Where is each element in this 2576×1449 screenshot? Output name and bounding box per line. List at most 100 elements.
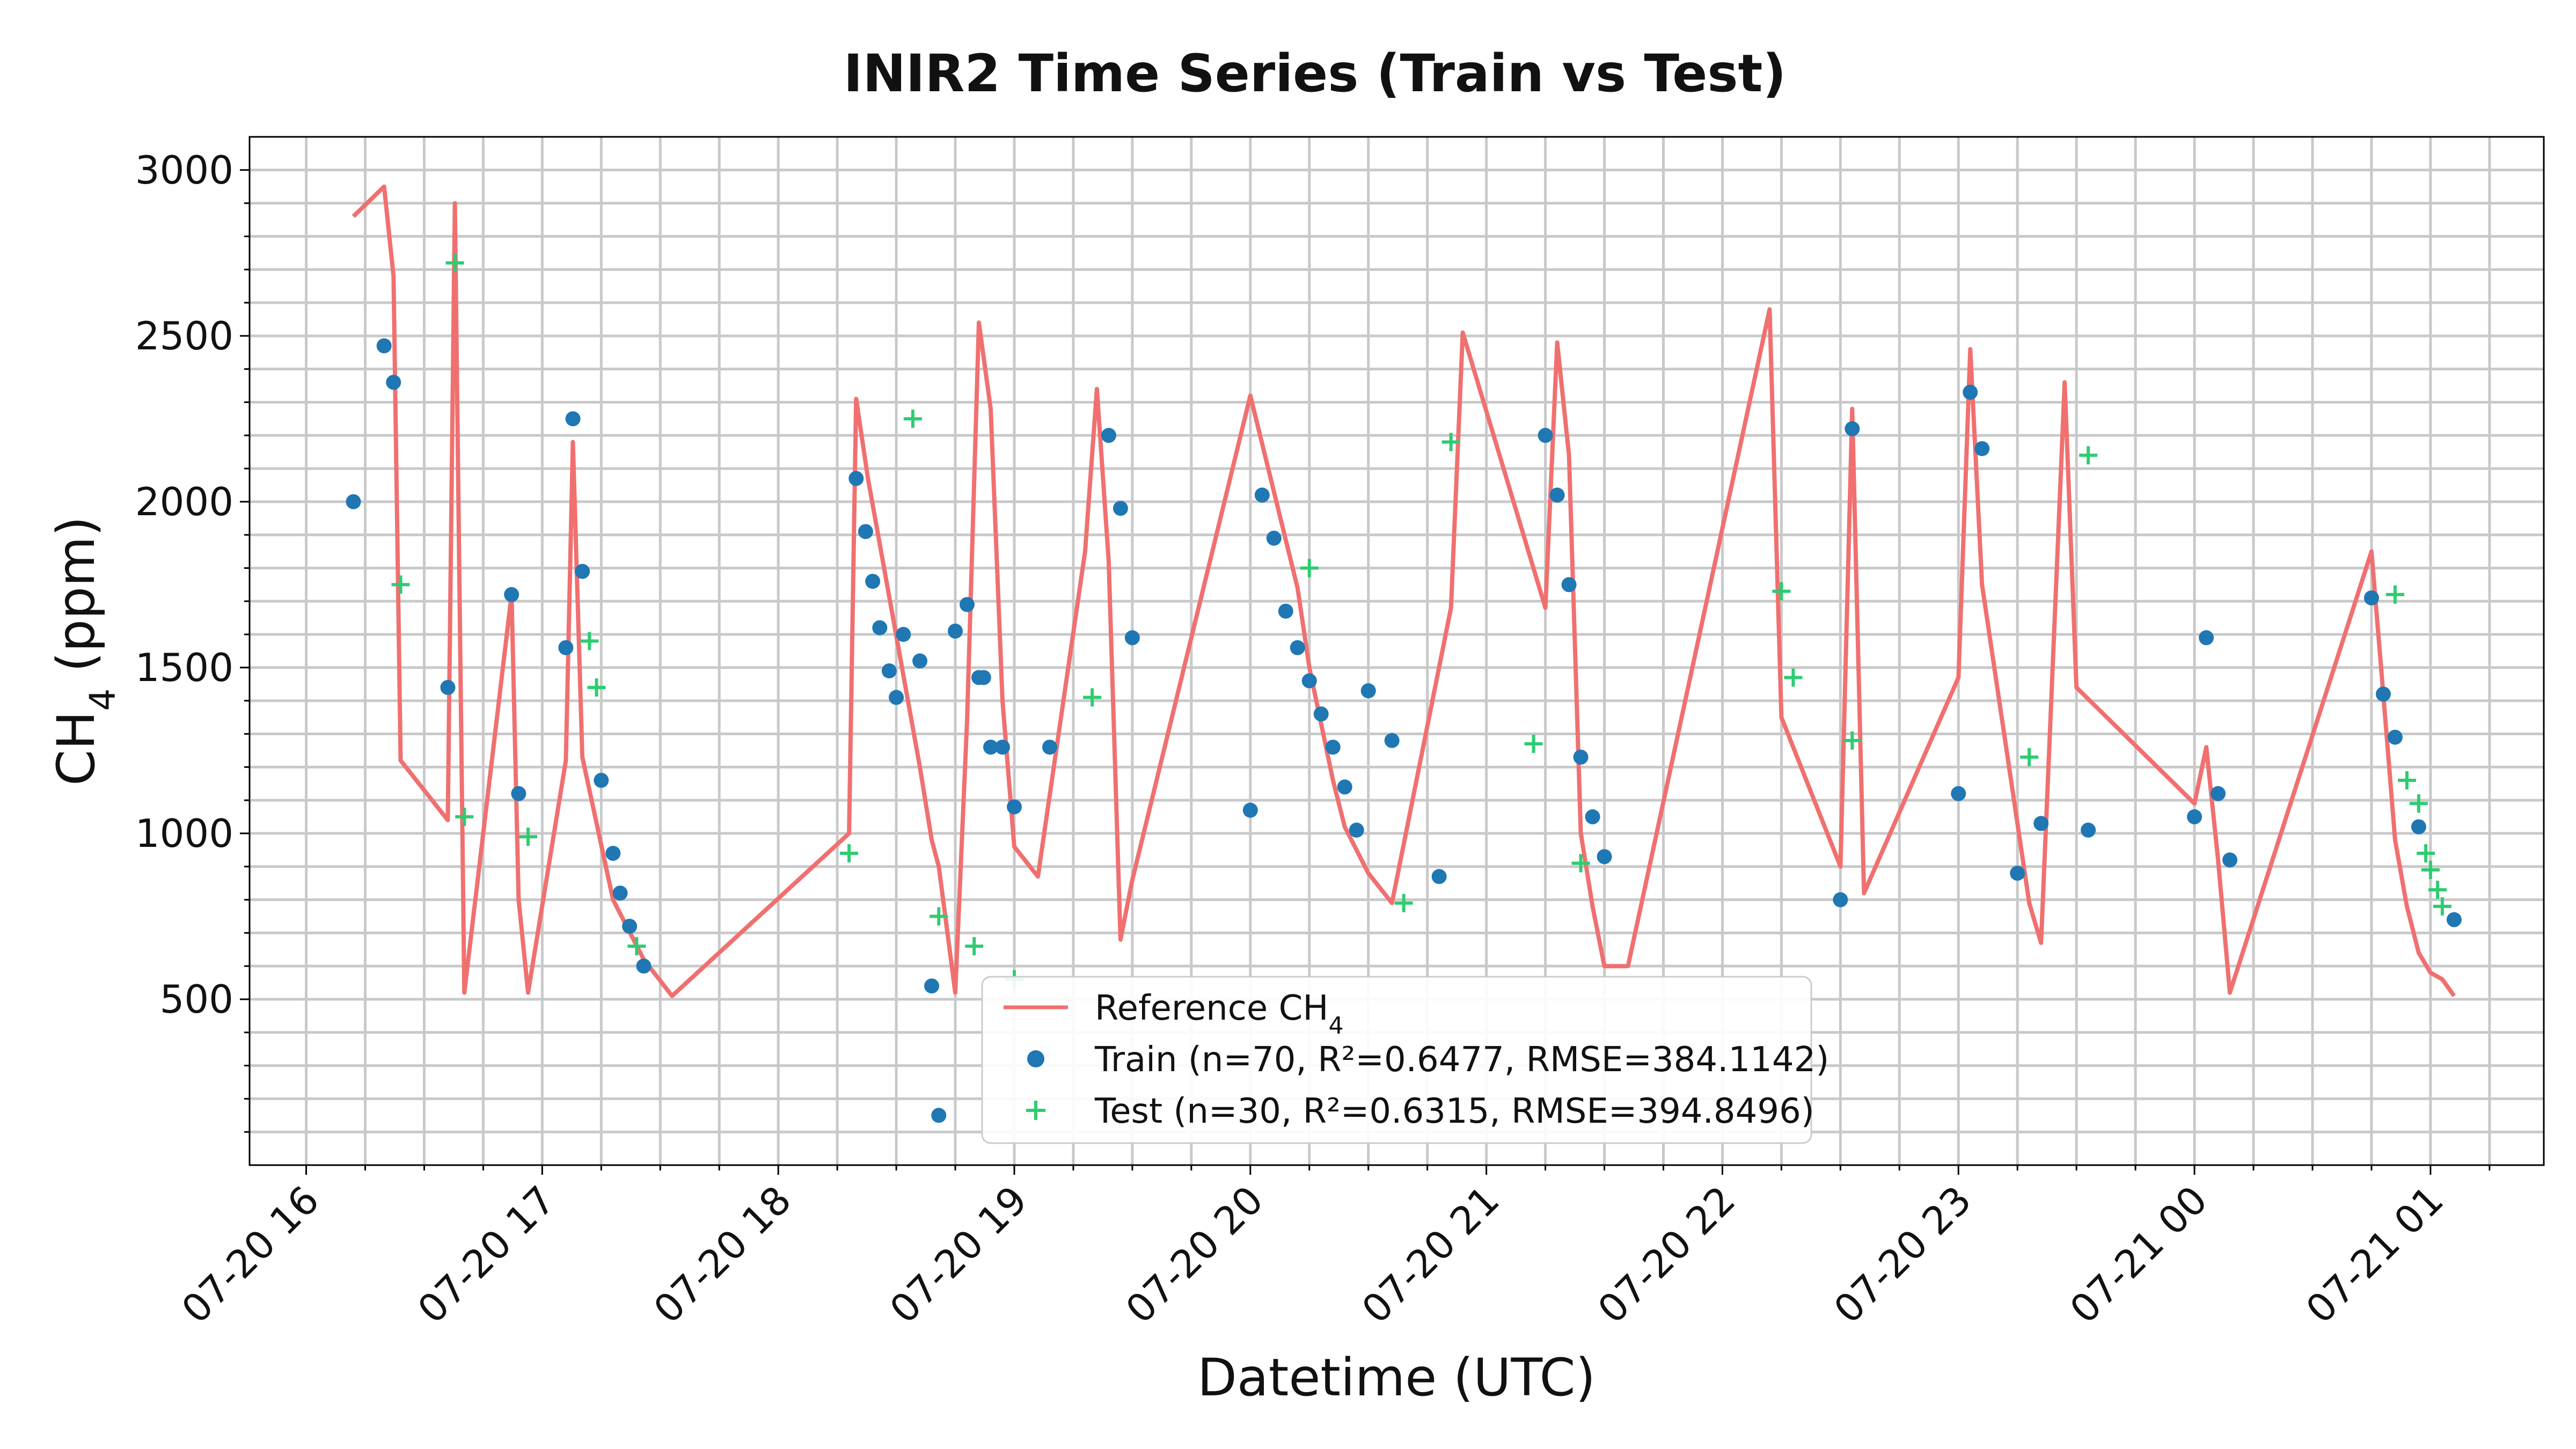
y-tick-label: 2500 [135,313,233,358]
train-point [1561,577,1577,592]
train-point [2199,630,2214,646]
train-point [622,918,638,934]
series-layer [346,184,2462,1123]
y-tick-label: 3000 [135,148,233,193]
test-point [1524,735,1543,753]
train-point [1278,603,1293,619]
legend-plus-swatch [1026,1101,1045,1120]
test-point [587,678,606,697]
train-point [1360,683,1376,699]
test-point [2433,897,2451,916]
train-point [2411,819,2426,835]
y-tick-label: 1500 [135,645,233,690]
train-point [960,597,975,612]
train-point [872,620,888,635]
test-point [2421,860,2440,879]
train-point [2363,590,2379,606]
test-point [445,253,464,272]
legend-label-reference-sub: 4 [1328,1012,1343,1040]
train-point [636,958,652,974]
train-point [1951,786,1966,801]
train-point [1585,809,1600,825]
train-point [1384,733,1400,748]
train-point [865,574,881,589]
train-point [858,524,873,539]
train-point [2375,686,2391,702]
test-point [627,937,646,956]
train-point [1101,428,1116,443]
test-point [580,632,599,650]
test-point [903,409,922,428]
train-point [931,1108,947,1123]
train-point [1007,799,1022,815]
train-point [1337,779,1352,795]
plot-frame [248,136,2545,1166]
train-point [2222,852,2238,868]
test-point [1300,559,1319,577]
x-axis-label: Datetime (UTC) [1197,1348,1596,1408]
train-point [2010,866,2025,881]
test-point [2409,794,2428,813]
train-point [881,663,897,679]
train-point [1963,384,1978,400]
test-point [965,937,984,956]
test-point [2020,748,2039,766]
train-point [565,411,581,427]
train-point [575,564,590,579]
legend-box [981,976,1812,1144]
train-point [1833,892,1848,908]
train-point [376,338,392,354]
legend-dot-swatch [1027,1050,1044,1067]
legend-label-test: Test (n=30, R²=0.6315, RMSE=394.8496) [1094,1092,1814,1131]
y-tick-label: 2000 [135,479,233,524]
train-point [912,653,928,669]
train-point [1124,630,1140,646]
train-point [1113,501,1128,516]
train-point [605,846,621,861]
train-point [511,786,526,801]
train-point [558,640,574,655]
test-point [1571,854,1590,873]
test-point [455,808,474,826]
train-point [1573,749,1589,765]
train-point [1597,849,1612,865]
test-point [2079,446,2098,465]
test-point [2417,844,2435,863]
legend-label-train: Train (n=70, R²=0.6477, RMSE=384.1142) [1094,1040,1829,1080]
y-tick-label: 1000 [135,811,233,856]
test-point [1083,688,1102,707]
train-point [612,885,628,901]
train-point [386,375,401,390]
legend: Reference CH4 Train (n=70, R²=0.6477, RM… [981,976,1829,1144]
train-point [1042,740,1057,755]
test-point [930,907,948,926]
train-point [896,627,911,642]
test-point [840,844,859,863]
train-point [1431,869,1447,884]
train-point [889,690,904,705]
test-point [1784,668,1803,687]
train-point [2033,816,2049,831]
train-point [1254,487,1270,503]
train-point [1266,530,1282,546]
test-point [1843,731,1862,750]
train-point [1349,822,1364,838]
test-point [391,575,410,594]
train-point [2446,912,2462,927]
test-point [2385,585,2404,604]
train-point [1845,421,1860,436]
train-point [995,740,1011,755]
train-point [1313,706,1329,722]
legend-label-reference-main: Reference CH [1095,989,1328,1028]
train-point [1290,640,1305,655]
test-point [2397,771,2416,790]
y-axis-label-main: CH [46,711,106,786]
legend-label-reference: Reference CH4 [1095,989,1343,1040]
y-ticks: 500 1000 1500 2000 2500 3000 [135,148,250,1133]
train-point [2187,809,2202,825]
train-point [2211,786,2226,801]
train-point [504,587,519,602]
y-axis-label-suffix: (ppm) [46,516,106,689]
train-point [976,670,991,685]
